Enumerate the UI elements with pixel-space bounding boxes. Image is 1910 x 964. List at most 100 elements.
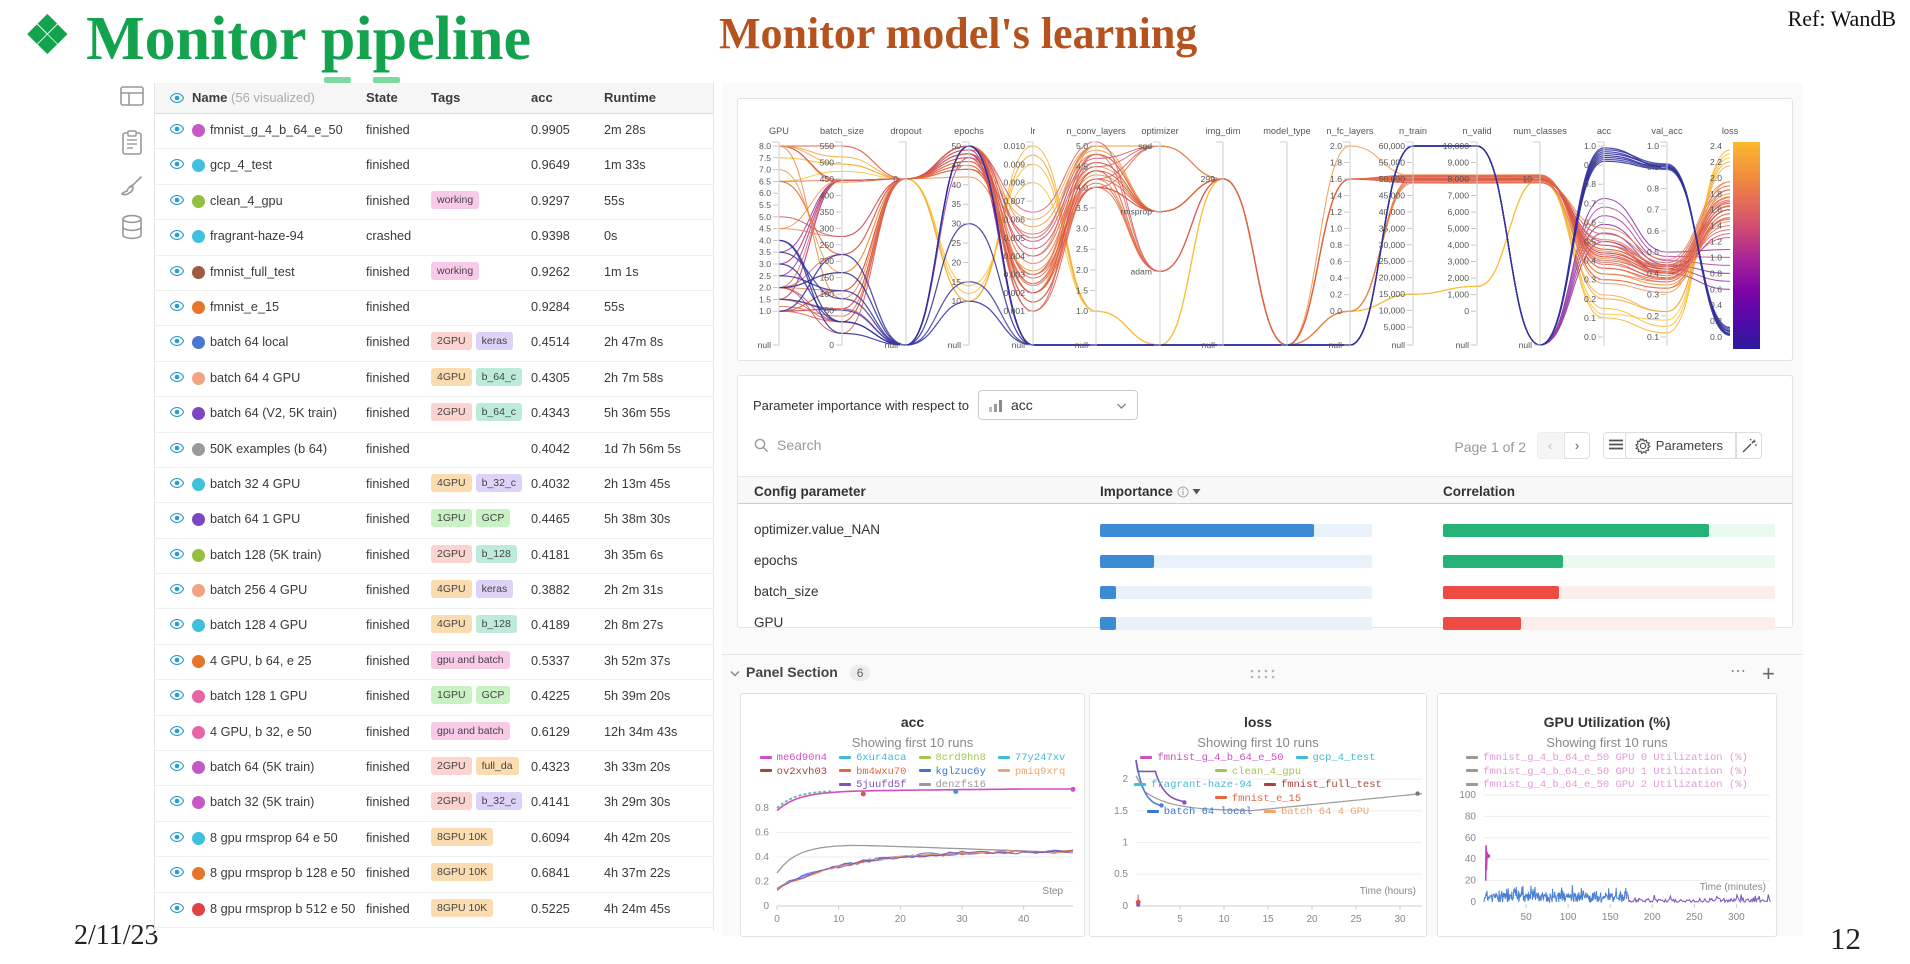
- svg-text:2.4: 2.4: [1710, 141, 1722, 151]
- svg-text:45: 45: [951, 160, 961, 170]
- svg-text:model_type: model_type: [1263, 126, 1311, 136]
- svg-text:0.001: 0.001: [1003, 306, 1025, 316]
- svg-text:1.2: 1.2: [1330, 207, 1342, 217]
- svg-text:0.9: 0.9: [1584, 160, 1596, 170]
- svg-text:8.0: 8.0: [759, 141, 771, 151]
- svg-text:0.5: 0.5: [1114, 869, 1128, 880]
- svg-text:1.0: 1.0: [1076, 306, 1088, 316]
- svg-text:350: 350: [820, 207, 835, 217]
- svg-text:0.8: 0.8: [1710, 268, 1722, 278]
- svg-text:1.0: 1.0: [1710, 252, 1722, 262]
- svg-text:rmsprop: rmsprop: [1120, 207, 1152, 217]
- svg-text:n_valid: n_valid: [1462, 126, 1491, 136]
- svg-text:lr: lr: [1030, 126, 1035, 136]
- svg-text:299: 299: [1201, 174, 1216, 184]
- svg-text:100: 100: [1560, 912, 1577, 923]
- svg-text:10: 10: [1522, 174, 1532, 184]
- svg-text:25,000: 25,000: [1379, 256, 1406, 266]
- svg-text:0.8: 0.8: [1647, 184, 1659, 194]
- svg-text:null: null: [885, 340, 898, 350]
- svg-text:0: 0: [1470, 897, 1476, 908]
- svg-text:1,000: 1,000: [1447, 290, 1469, 300]
- svg-text:0.6: 0.6: [1710, 284, 1722, 294]
- svg-text:0.006: 0.006: [1003, 214, 1025, 224]
- svg-text:5,000: 5,000: [1383, 322, 1405, 332]
- svg-text:1.4: 1.4: [1710, 221, 1722, 231]
- svg-text:1.6: 1.6: [1710, 205, 1722, 215]
- svg-text:450: 450: [820, 174, 835, 184]
- svg-text:4.5: 4.5: [759, 224, 771, 234]
- svg-text:5.5: 5.5: [759, 200, 771, 210]
- svg-text:0.2: 0.2: [1330, 290, 1342, 300]
- svg-text:0.8: 0.8: [1584, 179, 1596, 189]
- svg-text:0.4: 0.4: [1584, 256, 1596, 266]
- svg-text:1.0: 1.0: [1330, 224, 1342, 234]
- svg-text:7,000: 7,000: [1447, 191, 1469, 201]
- svg-text:0.8: 0.8: [1330, 240, 1342, 250]
- svg-text:55,000: 55,000: [1379, 158, 1406, 168]
- svg-text:6.5: 6.5: [759, 176, 771, 186]
- svg-text:null: null: [1392, 340, 1405, 350]
- svg-text:0.0: 0.0: [1330, 306, 1342, 316]
- svg-text:7.5: 7.5: [759, 153, 771, 163]
- svg-text:10: 10: [1218, 914, 1230, 925]
- svg-text:100: 100: [820, 289, 835, 299]
- svg-text:150: 150: [1602, 912, 1619, 923]
- svg-text:2.0: 2.0: [1330, 141, 1342, 151]
- svg-text:50,000: 50,000: [1379, 174, 1406, 184]
- svg-text:n_conv_layers: n_conv_layers: [1066, 126, 1126, 136]
- svg-text:20,000: 20,000: [1379, 273, 1406, 283]
- svg-text:2,000: 2,000: [1447, 273, 1469, 283]
- svg-text:GPU: GPU: [769, 126, 789, 136]
- svg-text:30: 30: [956, 914, 968, 925]
- svg-text:2.0: 2.0: [1710, 173, 1722, 183]
- svg-text:6,000: 6,000: [1447, 207, 1469, 217]
- svg-text:20: 20: [951, 257, 961, 267]
- svg-text:550: 550: [820, 141, 835, 151]
- svg-text:0.2: 0.2: [755, 877, 769, 888]
- svg-text:0.3: 0.3: [1647, 290, 1659, 300]
- svg-text:50: 50: [824, 306, 834, 316]
- svg-text:1.6: 1.6: [1330, 174, 1342, 184]
- svg-text:8,000: 8,000: [1447, 174, 1469, 184]
- svg-text:3.0: 3.0: [1076, 224, 1088, 234]
- svg-text:img_dim: img_dim: [1206, 126, 1241, 136]
- svg-text:2: 2: [1122, 774, 1128, 785]
- svg-text:null: null: [1075, 340, 1088, 350]
- svg-text:0: 0: [1464, 306, 1469, 316]
- svg-text:300: 300: [820, 223, 835, 233]
- svg-text:0.3: 0.3: [1584, 275, 1596, 285]
- svg-text:35,000: 35,000: [1379, 223, 1406, 233]
- svg-text:1: 1: [1122, 838, 1128, 849]
- svg-text:0.003: 0.003: [1003, 270, 1025, 280]
- svg-text:0.2: 0.2: [1710, 316, 1722, 326]
- svg-text:60,000: 60,000: [1379, 141, 1406, 151]
- svg-text:0.0: 0.0: [1584, 332, 1596, 342]
- svg-text:0.8: 0.8: [755, 803, 769, 814]
- svg-text:80: 80: [1465, 811, 1477, 822]
- svg-text:4.0: 4.0: [1076, 182, 1088, 192]
- svg-text:25: 25: [1350, 914, 1362, 925]
- svg-text:1.0: 1.0: [1584, 141, 1596, 151]
- svg-text:null: null: [948, 340, 961, 350]
- svg-text:val_acc: val_acc: [1651, 126, 1683, 136]
- svg-text:2.5: 2.5: [1076, 244, 1088, 254]
- svg-text:0.008: 0.008: [1003, 178, 1025, 188]
- svg-text:0.4: 0.4: [1647, 268, 1659, 278]
- svg-text:6.0: 6.0: [759, 188, 771, 198]
- svg-text:4,000: 4,000: [1447, 240, 1469, 250]
- svg-text:10,000: 10,000: [1379, 306, 1406, 316]
- svg-text:null: null: [1202, 340, 1215, 350]
- svg-text:0.7: 0.7: [1584, 198, 1596, 208]
- svg-text:20: 20: [895, 914, 907, 925]
- svg-text:3.5: 3.5: [1076, 203, 1088, 213]
- svg-text:30: 30: [951, 219, 961, 229]
- svg-text:3.0: 3.0: [759, 259, 771, 269]
- svg-text:2.0: 2.0: [759, 283, 771, 293]
- svg-text:1.5: 1.5: [759, 294, 771, 304]
- svg-text:0.4: 0.4: [1330, 273, 1342, 283]
- svg-text:10,000: 10,000: [1443, 141, 1470, 151]
- svg-text:0.005: 0.005: [1003, 233, 1025, 243]
- svg-text:5,000: 5,000: [1447, 224, 1469, 234]
- svg-text:acc: acc: [1597, 126, 1612, 136]
